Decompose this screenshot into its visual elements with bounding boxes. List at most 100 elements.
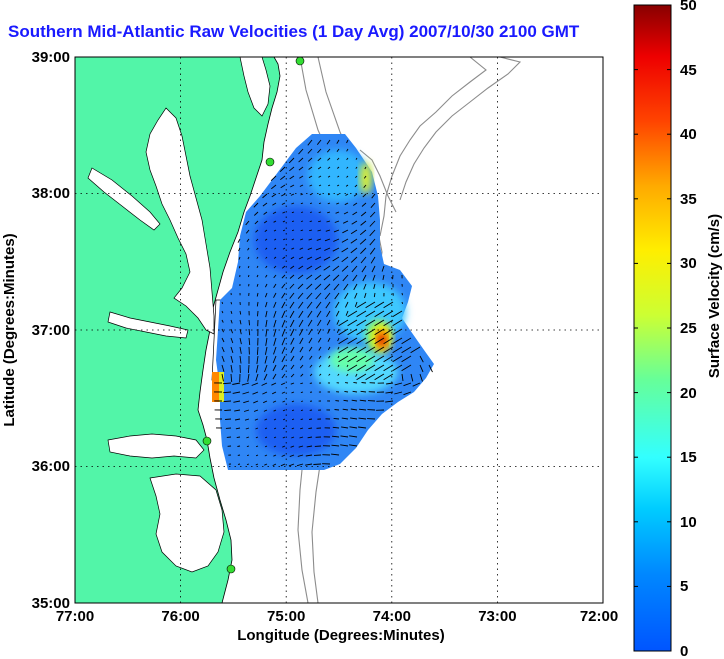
velocity-arrow [281,283,286,289]
velocity-arrow [401,292,403,296]
velocity-arrow [273,436,277,439]
velocity-arrow [350,256,358,263]
velocity-arrow [282,229,286,232]
x-tick-label: 76:00 [161,608,199,625]
velocity-arrow [358,426,367,429]
velocity-arrow [271,382,277,386]
velocity-arrow [383,301,394,309]
velocity-arrow [332,256,340,262]
velocity-arrow [347,337,358,345]
velocity-arrow [272,355,277,364]
velocity-arrow [318,184,322,187]
velocity-arrow [316,139,322,145]
velocity-arrow [359,399,367,402]
velocity-arrow [230,301,233,305]
velocity-arrow [281,292,286,299]
velocity-arrow [243,409,250,412]
velocity-arrow [371,193,376,199]
velocity-arrow [254,418,259,421]
velocity-arrow [263,220,268,224]
velocity-arrow [332,247,340,252]
velocity-arrow [360,247,367,255]
velocity-arrow [282,400,286,403]
velocity-arrow [255,364,259,373]
velocity-arrow [256,292,259,297]
velocity-arrow [347,355,358,363]
velocity-arrow [328,373,331,376]
colorbar-tick-label: 10 [680,514,697,531]
velocity-arrow [365,364,376,372]
velocity-arrow [336,148,340,152]
velocity-arrow [298,265,304,270]
velocity-arrow [365,319,376,327]
velocity-arrow [318,202,322,205]
velocity-arrow [374,337,385,345]
velocity-arrow [350,229,358,235]
velocity-arrow [331,435,340,438]
velocity-arrow [386,382,394,385]
velocity-arrow [238,265,241,269]
velocity-arrow [361,382,367,384]
velocity-arrow [263,211,268,215]
velocity-arrow [383,310,394,318]
velocity-arrow [282,211,286,214]
velocity-arrow [291,427,295,430]
velocity-arrow [341,426,349,429]
velocity-arrow [353,283,358,291]
velocity-arrow [299,337,304,345]
velocity-arrow [272,373,277,380]
velocity-arrow [351,220,358,225]
velocity-arrow [307,148,313,154]
velocity-arrow [273,328,277,337]
velocity-arrow [419,373,423,382]
velocity-arrow [401,301,404,305]
velocity-arrow [327,202,331,205]
velocity-arrow [309,418,313,420]
velocity-arrow [264,229,268,232]
velocity-arrow [359,229,367,236]
velocity-arrow [264,292,268,298]
x-tick-label: 77:00 [56,608,94,625]
velocity-arrow [221,346,225,353]
velocity-arrow [324,247,331,251]
velocity-arrow [291,202,295,205]
velocity-arrow [351,399,358,402]
velocity-arrow [265,328,268,337]
velocity-arrow [256,301,259,307]
velocity-arrow [306,445,313,448]
velocity-arrow [356,301,367,309]
velocity-arrow [323,256,331,261]
velocity-arrow [264,364,268,373]
velocity-arrow [281,346,286,354]
velocity-arrow [230,328,234,334]
velocity-arrow [347,310,358,318]
velocity-arrow [221,373,224,382]
velocity-arrow [314,283,322,290]
velocity-arrow [298,445,304,448]
velocity-arrow [352,211,358,216]
velocity-arrow [308,337,313,344]
velocity-arrow [381,265,385,272]
velocity-arrow [221,310,224,314]
velocity-arrow [336,139,340,144]
velocity-arrow [300,391,304,394]
velocity-arrow [369,238,376,246]
velocity-arrow [237,238,241,243]
velocity-arrow [300,193,304,196]
velocity-arrow [272,400,277,403]
velocity-arrow [352,390,358,393]
velocity-arrow [281,274,286,279]
velocity-arrow [309,373,313,377]
velocity-arrow [335,211,340,214]
velocity-arrow [308,166,313,170]
velocity-arrow [324,283,331,291]
colorbar-tick-label: 20 [680,385,697,402]
velocity-arrow [331,453,340,456]
plot-area [75,57,603,603]
velocity-arrow [353,381,358,384]
velocity-arrow [327,211,331,214]
velocity-arrow [273,445,277,448]
velocity-arrow [272,211,277,214]
velocity-arrow [307,256,313,260]
velocity-arrow [337,337,340,342]
